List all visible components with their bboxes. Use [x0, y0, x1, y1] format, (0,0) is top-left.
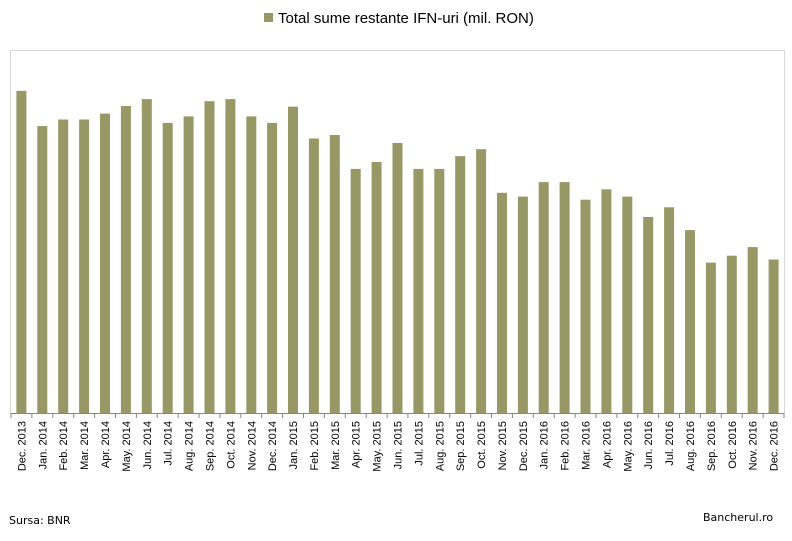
bar-21 [455, 156, 466, 413]
x-tick-label-30: Jun. 2016 [643, 421, 655, 469]
bar-10 [225, 99, 236, 413]
x-tick-label-3: Mar. 2014 [79, 421, 91, 470]
x-tick-label-36: Dec. 2016 [769, 421, 781, 471]
x-tick-label-26: Feb. 2016 [560, 421, 572, 471]
x-tick-label-6: Jun. 2014 [142, 421, 154, 469]
x-tick-label-15: Mar. 2015 [330, 421, 342, 470]
x-tick-label-21: Sep. 2015 [455, 421, 467, 471]
x-axis-labels: Dec. 2013 Jan. 2014 Feb. 2014 Mar. 2014 Apr.… [16, 421, 780, 472]
bar-28 [601, 189, 612, 413]
bar-5 [120, 106, 131, 413]
bar-35 [747, 247, 758, 413]
x-tick-label-17: May. 2015 [372, 421, 384, 472]
bar-3 [79, 119, 90, 413]
x-tick-label-28: Apr. 2016 [601, 421, 613, 468]
bar-19 [413, 168, 424, 413]
x-tick-label-29: May. 2016 [622, 421, 634, 472]
x-tick-label-24: Dec. 2015 [518, 421, 530, 471]
x-tick-label-18: Jun. 2015 [393, 421, 405, 469]
source-note: Sursa: BNR [9, 514, 71, 527]
x-tick-label-22: Oct. 2015 [476, 421, 488, 469]
bar-6 [141, 99, 152, 413]
x-tick-label-1: Jan. 2014 [37, 421, 49, 469]
bar-2 [58, 119, 69, 413]
bar-22 [476, 149, 487, 413]
bar-26 [559, 182, 570, 413]
bar-15 [329, 135, 340, 413]
bar-17 [371, 162, 382, 413]
bar-32 [685, 230, 695, 413]
x-tick-label-9: Sep. 2014 [205, 421, 217, 471]
bar-29 [622, 196, 633, 413]
bar-12 [267, 122, 278, 414]
bar-20 [434, 168, 445, 413]
bar-31 [664, 207, 675, 413]
x-tick-label-20: Aug. 2015 [434, 421, 446, 471]
x-tick-label-16: Apr. 2015 [351, 421, 363, 468]
bar-9 [204, 101, 215, 413]
bar-33 [705, 262, 716, 413]
x-tick-label-19: Jul. 2015 [413, 421, 425, 466]
bar-16 [350, 168, 361, 413]
bar-8 [183, 116, 194, 414]
x-tick-label-11: Nov. 2014 [246, 421, 258, 470]
x-tick-label-14: Feb. 2015 [309, 421, 321, 471]
bar-34 [726, 255, 737, 413]
bar-13 [288, 106, 298, 413]
x-tick-label-4: Apr. 2014 [100, 421, 112, 468]
x-tick-label-5: May. 2014 [121, 421, 133, 472]
x-tick-label-32: Aug. 2016 [685, 421, 697, 471]
legend-swatch [264, 13, 273, 22]
bar-7 [162, 122, 173, 414]
bar-36 [768, 259, 779, 413]
bar-24 [517, 196, 528, 413]
bar-1 [37, 126, 48, 413]
bar-25 [538, 182, 549, 413]
bar-27 [580, 199, 591, 413]
x-tick-label-33: Sep. 2016 [706, 421, 718, 471]
x-tick-label-7: Jul. 2014 [163, 421, 175, 466]
x-tick-label-23: Nov. 2015 [497, 421, 509, 470]
x-tick-label-0: Dec. 2013 [16, 421, 28, 471]
x-tick-label-10: Oct. 2014 [225, 421, 237, 469]
x-tick-label-31: Jul. 2016 [664, 421, 676, 466]
x-tick-label-34: Oct. 2016 [727, 421, 739, 469]
x-tick-label-2: Feb. 2014 [58, 421, 70, 471]
x-tick-label-25: Jan. 2016 [539, 421, 551, 469]
bar-18 [392, 143, 403, 413]
x-tick-label-27: Mar. 2016 [581, 421, 593, 470]
x-tick-label-12: Dec. 2014 [267, 421, 279, 471]
bar-4 [100, 113, 110, 413]
x-tick-label-8: Aug. 2014 [184, 421, 196, 471]
bar-23 [497, 192, 507, 413]
legend-label: Total sume restante IFN-uri (mil. RON) [278, 10, 534, 27]
bar-11 [246, 116, 257, 414]
legend: Total sume restante IFN-uri (mil. RON) [264, 10, 534, 27]
bar-14 [308, 138, 319, 413]
bar-0 [16, 90, 27, 414]
x-axis-ticks [10, 413, 785, 418]
x-tick-label-13: Jan. 2015 [288, 421, 300, 469]
x-tick-label-35: Nov. 2016 [748, 421, 760, 470]
brand-label: Bancherul.ro [703, 511, 774, 524]
bars-group [16, 90, 779, 414]
bar-30 [643, 217, 654, 413]
